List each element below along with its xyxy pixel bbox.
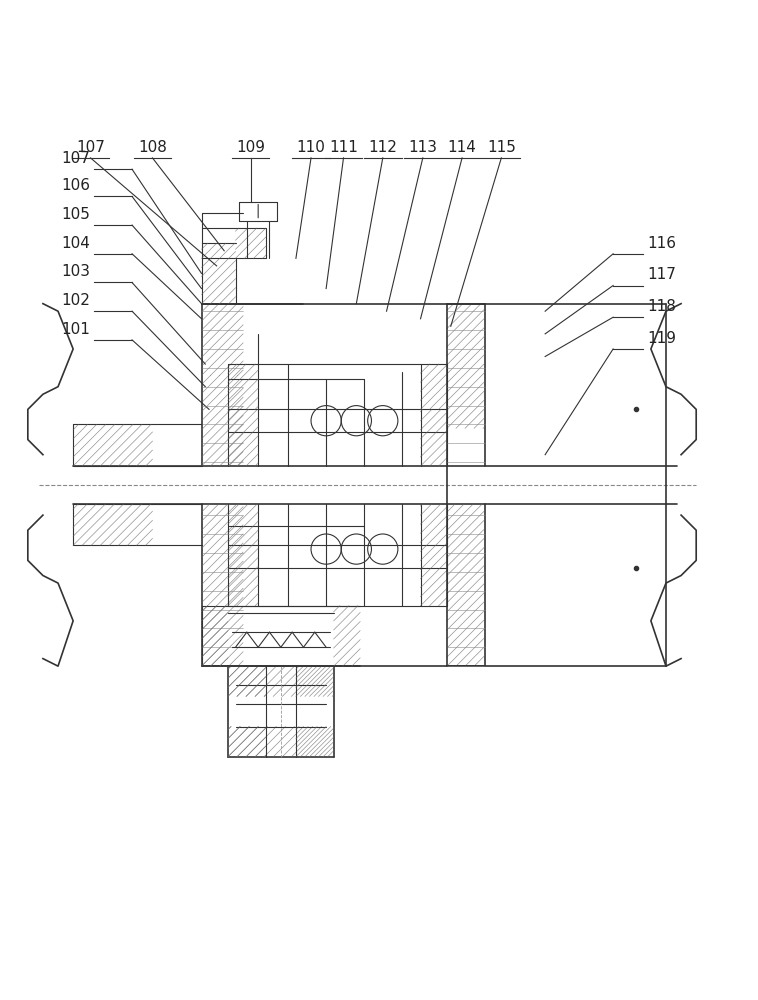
Text: 103: 103 <box>61 264 90 279</box>
Text: 118: 118 <box>647 299 676 314</box>
Text: 105: 105 <box>61 207 90 222</box>
Text: 114: 114 <box>448 140 477 155</box>
Text: 107: 107 <box>76 140 105 155</box>
Text: 104: 104 <box>61 236 90 251</box>
Text: 116: 116 <box>647 236 676 251</box>
Text: 112: 112 <box>368 140 397 155</box>
Text: 119: 119 <box>647 331 676 346</box>
Text: 117: 117 <box>647 267 676 282</box>
Text: 108: 108 <box>138 140 167 155</box>
Text: 111: 111 <box>329 140 358 155</box>
Text: 109: 109 <box>236 140 265 155</box>
Text: 101: 101 <box>61 322 90 337</box>
Text: 110: 110 <box>296 140 325 155</box>
Text: 106: 106 <box>61 178 90 193</box>
Text: 113: 113 <box>409 140 437 155</box>
Text: 107: 107 <box>61 151 90 166</box>
Text: 102: 102 <box>61 293 90 308</box>
Text: 115: 115 <box>487 140 515 155</box>
